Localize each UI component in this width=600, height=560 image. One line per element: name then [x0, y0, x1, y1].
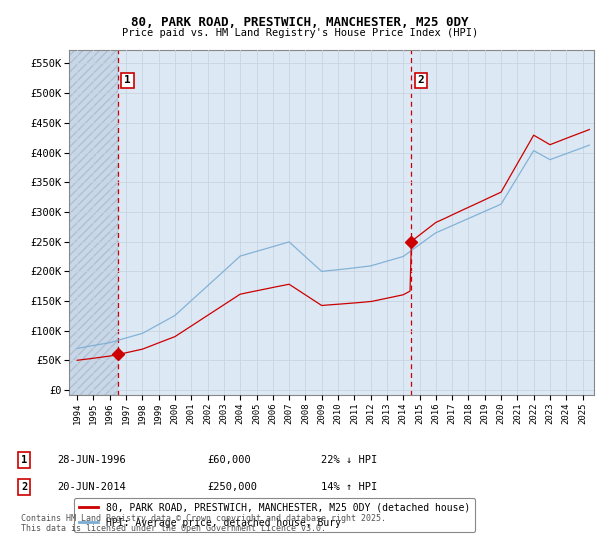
Text: 28-JUN-1996: 28-JUN-1996 — [57, 455, 126, 465]
Text: £60,000: £60,000 — [207, 455, 251, 465]
Text: 1: 1 — [21, 455, 27, 465]
Text: 2: 2 — [418, 76, 424, 85]
Legend: 80, PARK ROAD, PRESTWICH, MANCHESTER, M25 0DY (detached house), HPI: Average pri: 80, PARK ROAD, PRESTWICH, MANCHESTER, M2… — [74, 498, 475, 533]
Text: 2: 2 — [21, 482, 27, 492]
Text: 80, PARK ROAD, PRESTWICH, MANCHESTER, M25 0DY: 80, PARK ROAD, PRESTWICH, MANCHESTER, M2… — [131, 16, 469, 29]
Text: Contains HM Land Registry data © Crown copyright and database right 2025.
This d: Contains HM Land Registry data © Crown c… — [21, 514, 386, 533]
Text: 22% ↓ HPI: 22% ↓ HPI — [321, 455, 377, 465]
Text: Price paid vs. HM Land Registry's House Price Index (HPI): Price paid vs. HM Land Registry's House … — [122, 28, 478, 38]
Text: 1: 1 — [124, 76, 131, 85]
Bar — [69, 50, 118, 395]
Text: £250,000: £250,000 — [207, 482, 257, 492]
Text: 20-JUN-2014: 20-JUN-2014 — [57, 482, 126, 492]
Text: 14% ↑ HPI: 14% ↑ HPI — [321, 482, 377, 492]
